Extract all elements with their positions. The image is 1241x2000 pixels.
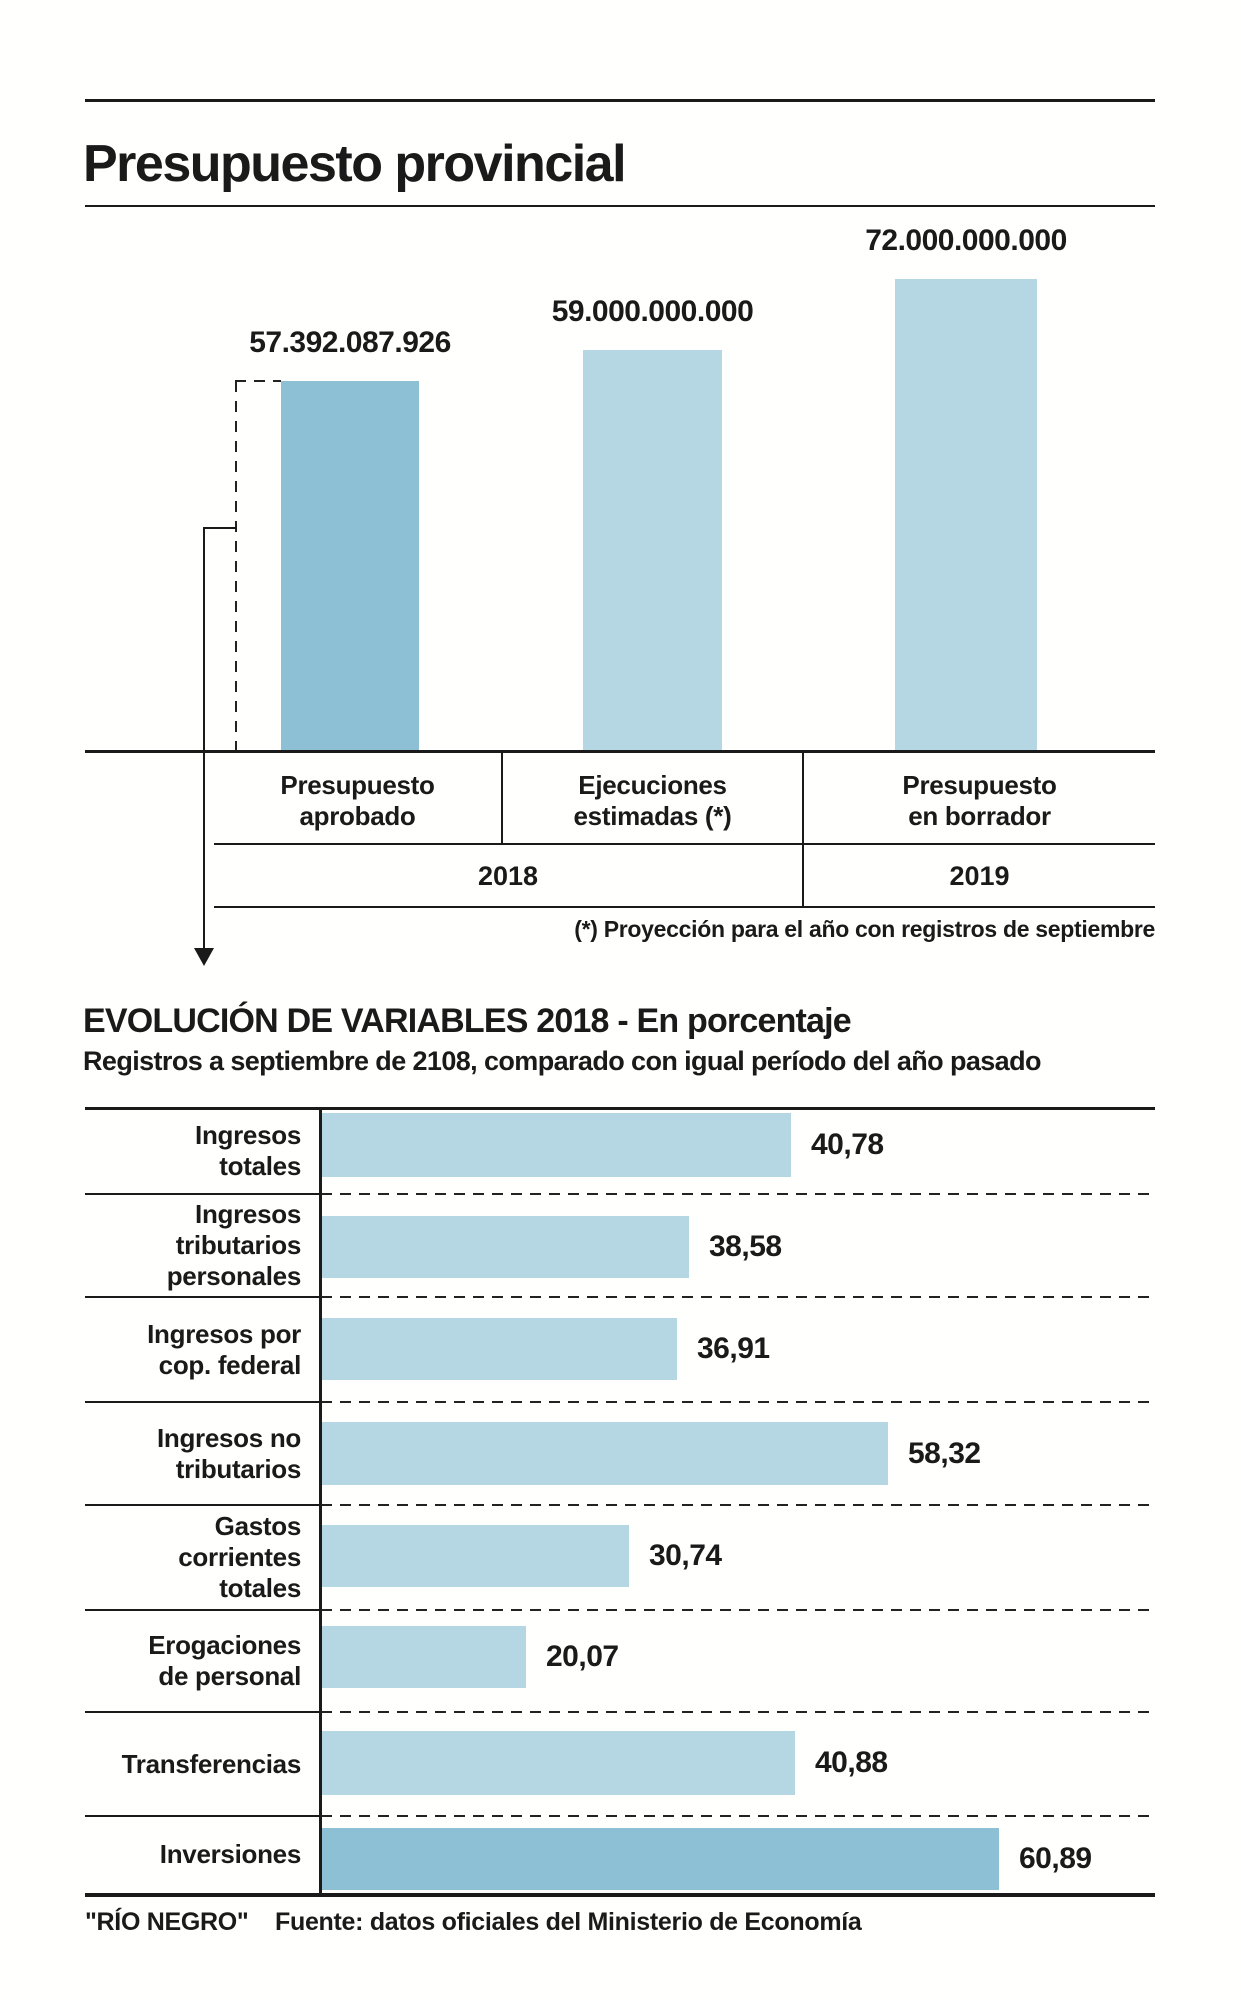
x-axis-line	[85, 750, 1155, 753]
row-separator-dashed	[321, 1815, 1155, 1817]
row-bar	[322, 1731, 795, 1795]
connector-line-horizontal	[204, 527, 237, 529]
row-separator-dashed	[321, 1401, 1155, 1403]
row-bar	[322, 1422, 888, 1485]
row-label-line: Inversiones	[159, 1839, 302, 1869]
row-label: Transferencias	[85, 1748, 302, 1780]
table-line-under-categories	[214, 843, 1155, 845]
row-bar-value: 40,88	[815, 1746, 888, 1779]
category-label-line: Ejecuciones	[578, 770, 727, 800]
row-label-line: Gastos	[214, 1511, 302, 1541]
row-bar-value: 40,78	[811, 1128, 884, 1161]
row-bar-value: 60,89	[1019, 1842, 1092, 1875]
budget-bar	[895, 279, 1037, 750]
row-bar	[322, 1216, 689, 1278]
column-separator-2	[802, 752, 804, 906]
row-label: Ingresos totales	[85, 1120, 301, 1182]
category-label: Ejecuciones estimadas (*)	[503, 770, 802, 832]
category-label-line: estimadas (*)	[573, 801, 732, 831]
row-separator-dashed	[321, 1296, 1155, 1298]
category-label-line: Presupuesto	[280, 770, 435, 800]
category-label-line: aprobado	[299, 801, 416, 831]
row-label-line: corrientes	[178, 1542, 301, 1572]
budget-bar	[583, 350, 722, 750]
row-bar	[322, 1525, 629, 1587]
budget-bar	[281, 381, 419, 750]
row-bar-value: 58,32	[908, 1436, 981, 1470]
row-label: Gastos corrientes totales	[85, 1511, 301, 1604]
row-label-line: Ingresos	[195, 1119, 301, 1150]
section-title: EVOLUCIÓN DE VARIABLES 2018 - En porcent…	[83, 1002, 852, 1040]
row-separator-solid	[85, 1193, 321, 1195]
source-credit: Fuente: datos oficiales del Ministerio d…	[275, 1908, 862, 1936]
row-bar	[322, 1626, 526, 1688]
row-chart-bottom-rule	[85, 1893, 1155, 1897]
row-separator-dashed	[321, 1711, 1155, 1713]
category-label-line: Presupuesto	[902, 770, 1057, 800]
row-separator-solid	[85, 1609, 321, 1611]
category-label: Presupuesto en borrador	[804, 770, 1155, 832]
section-subtitle: Registros a septiembre de 2108, comparad…	[83, 1046, 1041, 1076]
row-bar	[322, 1113, 791, 1177]
row-label: Ingresos no tributarios	[85, 1423, 301, 1485]
header-rule	[85, 205, 1155, 207]
chart-footnote: (*) Proyección para el año con registros…	[574, 916, 1155, 942]
row-separator-solid	[85, 1401, 321, 1403]
budget-bar-value: 72.000.000.000	[865, 224, 1067, 257]
row-label-line: Ingresos	[195, 1199, 301, 1229]
row-separator-dashed	[321, 1504, 1155, 1506]
row-label-line: tributarios	[175, 1453, 302, 1484]
row-separator-dashed	[321, 1609, 1155, 1611]
category-label: Presupuesto aprobado	[214, 770, 501, 832]
budget-bar-value: 57.392.087.926	[249, 326, 451, 359]
row-label: Ingresos tributarios personales	[85, 1199, 302, 1292]
row-bar-value: 38,58	[709, 1230, 782, 1263]
row-label-line: Ingresos por	[147, 1318, 301, 1349]
year-label: 2018	[477, 861, 539, 891]
row-bar-value: 30,74	[649, 1539, 722, 1572]
row-bar-value: 20,07	[546, 1640, 619, 1673]
reference-dashed-line	[235, 381, 237, 750]
down-arrow-icon	[194, 948, 214, 966]
row-label: Ingresos por cop. federal	[85, 1319, 301, 1381]
row-label-line: Transferencias	[121, 1748, 302, 1779]
category-label-line: en borrador	[908, 801, 1051, 831]
row-label: Inversiones	[85, 1839, 302, 1870]
row-separator-solid	[85, 1711, 321, 1713]
row-separator-solid	[85, 1504, 321, 1506]
row-label-line: totales	[219, 1150, 301, 1181]
row-label-line: tributarios	[175, 1230, 302, 1260]
category-axis-line	[319, 1107, 322, 1895]
page-title: Presupuesto provincial	[83, 135, 627, 193]
row-label: Erogaciones de personal	[85, 1630, 301, 1692]
row-label-line: totales	[219, 1573, 301, 1603]
row-chart-top-rule	[85, 1107, 1155, 1110]
table-line-under-years	[214, 906, 1155, 908]
row-separator-dashed	[321, 1193, 1155, 1195]
source-brand: "RÍO NEGRO"	[85, 1908, 249, 1936]
row-separator-solid	[85, 1815, 321, 1817]
row-label-line: de personal	[158, 1661, 301, 1691]
row-label-line: Erogaciones	[148, 1630, 301, 1660]
top-rule	[85, 99, 1155, 102]
row-separator-solid	[85, 1296, 321, 1298]
row-label-line: Ingresos no	[156, 1422, 301, 1453]
row-bar	[322, 1828, 999, 1890]
year-label: 2019	[949, 861, 1010, 891]
row-label-line: personales	[166, 1261, 302, 1291]
row-bar-value: 36,91	[697, 1332, 770, 1365]
row-label-line: cop. federal	[158, 1349, 302, 1380]
connector-line-vertical	[203, 527, 205, 948]
budget-bar-value: 59.000.000.000	[551, 295, 754, 328]
column-separator-1	[501, 752, 503, 843]
reference-dashed-tick	[235, 380, 281, 382]
row-bar	[322, 1318, 677, 1380]
